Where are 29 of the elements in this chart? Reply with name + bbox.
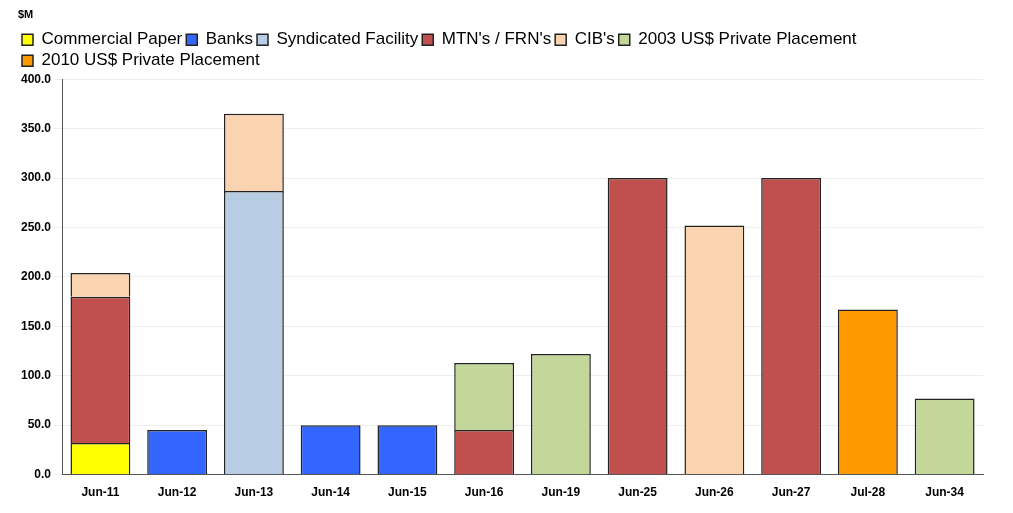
- x-tick-label: Jun-19: [541, 485, 581, 500]
- y-tick-label: 400.0: [21, 71, 52, 86]
- legend-label: Banks: [205, 29, 254, 49]
- y-tick-label: 200.0: [21, 269, 52, 284]
- legend-label: 2003 US$ Private Placement: [638, 29, 857, 49]
- x-tick-label: Jun-11: [81, 485, 120, 500]
- x-tick-label: Jun-27: [771, 485, 811, 500]
- x-tick-label: Jun-16: [464, 485, 504, 500]
- legend-label: Syndicated Facility: [276, 29, 419, 49]
- y-tick-label: 150.0: [21, 318, 52, 333]
- x-tick-label: Jun-13: [234, 485, 274, 500]
- x-tick-label: Jun-34: [925, 485, 965, 500]
- legend-label: Commercial Paper: [41, 29, 183, 49]
- y-tick-label: 250.0: [21, 219, 52, 234]
- y-tick-label: 100.0: [21, 368, 52, 383]
- x-tick-label: Jun-12: [157, 485, 197, 500]
- y-tick-label: 50.0: [27, 417, 52, 432]
- y-tick-label: 300.0: [21, 170, 52, 185]
- legend-label: 2010 US$ Private Placement: [41, 50, 261, 70]
- y-tick-label: 350.0: [21, 120, 52, 135]
- legend-label: MTN's / FRN's: [441, 29, 552, 49]
- legend-label: CIB's: [574, 29, 615, 49]
- x-tick-label: Jul-28: [850, 485, 886, 500]
- x-tick-label: Jun-15: [388, 485, 428, 500]
- y-tick-label: 0.0: [34, 466, 52, 481]
- y-axis-title: $M: [18, 7, 34, 20]
- x-tick-label: Jun-25: [618, 485, 658, 500]
- x-tick-label: Jun-26: [695, 485, 735, 500]
- x-tick-label: Jun-14: [311, 485, 351, 500]
